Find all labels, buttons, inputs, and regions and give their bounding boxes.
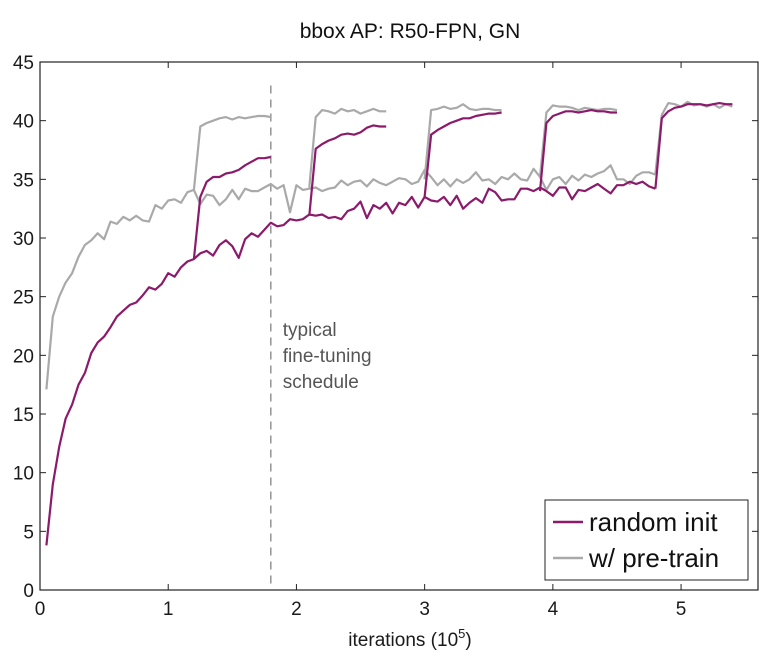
series-line [308,107,387,188]
series-line [192,155,272,260]
legend: random init w/ pre-train [544,499,749,581]
x-tick-label: 3 [419,599,430,620]
y-tick-label: 0 [23,581,34,602]
series-line [654,100,733,174]
legend-box [544,499,749,581]
x-tick-label: 2 [291,599,302,620]
y-tick-label: 15 [13,405,34,426]
x-tick-label: 4 [548,599,559,620]
y-tick-label: 25 [13,288,34,309]
legend-label-pre-train: w/ pre-train [588,543,719,573]
y-tick-label: 40 [13,112,34,133]
series-line [308,124,387,216]
legend-label-random-init: random init [589,507,718,537]
y-axis: 0 5 10 15 20 25 30 35 40 45 [13,53,758,602]
series-group [45,100,733,546]
x-tick-label: 5 [676,599,687,620]
series-line [538,108,617,192]
y-tick-label: 10 [13,464,34,485]
x-axis-label-exponent: 5 [458,626,465,641]
annotation-text-line: fine-tuning [283,346,372,367]
y-tick-label: 5 [23,522,34,543]
series-line [423,111,502,198]
series-line [192,114,271,191]
y-tick-label: 30 [13,229,34,250]
series-line [45,180,656,546]
series-line [654,101,733,189]
annotation-text-line: schedule [283,372,359,393]
series-line [45,164,656,390]
series-line [423,103,502,180]
x-axis-label-close: ) [465,630,471,651]
plot-frame [39,61,759,591]
x-tick-label: 0 [35,599,46,620]
annotation: typical fine-tuning schedule [269,85,372,590]
chart-title: bbox AP: R50-FPN, GN [300,20,521,43]
y-tick-label: 45 [13,53,34,74]
series-line [538,104,618,178]
y-tick-label: 35 [13,170,34,191]
x-axis: 0 1 2 3 4 5 [35,62,687,620]
x-axis-label-base: iterations (10 [348,630,458,651]
y-tick-label: 20 [13,346,34,367]
series-pre-train [45,100,733,390]
x-axis-label: iterations (105) [348,626,471,651]
x-tick-label: 1 [163,599,174,620]
series-random-init [45,101,733,546]
annotation-text-line: typical [283,320,337,341]
